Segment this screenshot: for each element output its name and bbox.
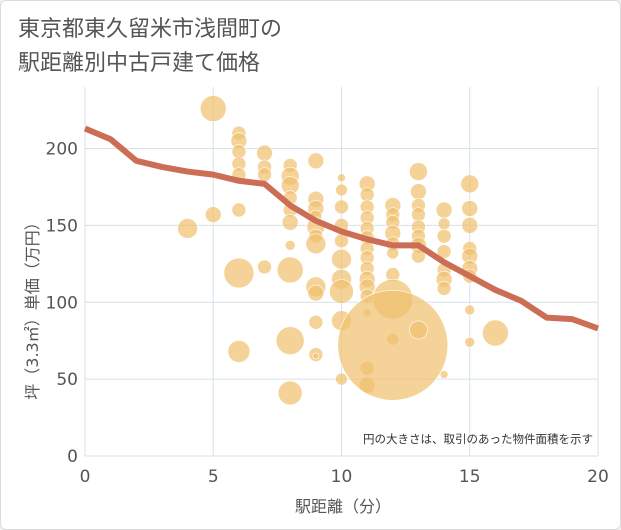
- x-tick-label-3: 15: [459, 467, 481, 487]
- bubble-22: [276, 256, 304, 284]
- bubble-5: [231, 144, 247, 159]
- bubble-87: [436, 281, 452, 296]
- bubble-84: [436, 244, 452, 259]
- bubble-31: [305, 233, 327, 255]
- bubble-34: [308, 314, 324, 330]
- bubble-90: [461, 200, 479, 217]
- chart-title-line-1: 東京都東久留米市浅間町の: [18, 17, 283, 42]
- bubble-96: [464, 304, 476, 316]
- chart-title: 東京都東久留米市浅間町の 駅距離別中古戸建て価格: [18, 13, 282, 81]
- bubble-0: [199, 95, 227, 122]
- x-tick-label-1: 5: [208, 467, 219, 487]
- y-tick-label-3: 150: [46, 216, 78, 236]
- size-annotation: 円の大きさは、取引のあった物件面積を示す: [363, 432, 593, 446]
- bubble-71: [337, 289, 449, 401]
- x-tick-label-2: 10: [331, 467, 353, 487]
- bubble-97: [464, 336, 476, 348]
- bubble-11: [256, 144, 273, 162]
- bubble-37: [337, 173, 346, 183]
- bubble-80: [409, 320, 428, 340]
- bubble-39: [334, 199, 349, 215]
- trend-line: [83, 125, 600, 332]
- y-tick-label-1: 50: [56, 370, 78, 390]
- bubble-13: [257, 167, 272, 182]
- bubble-98: [482, 319, 509, 347]
- bubble-10: [227, 340, 251, 363]
- y-axis-label: 坪（3.3㎡）単価（万円）: [23, 214, 42, 399]
- bubble-75: [411, 207, 426, 222]
- bubble-79: [411, 248, 426, 264]
- bubble-89: [460, 174, 480, 194]
- x-tick-label-0: 0: [80, 467, 91, 487]
- bubble-38: [335, 183, 348, 197]
- bubble-82: [437, 217, 451, 231]
- bubble-88: [439, 370, 449, 379]
- bubble-14: [257, 259, 272, 275]
- y-tick-label-4: 200: [46, 140, 78, 160]
- bubble-81: [435, 201, 453, 219]
- x-tick-label-4: 20: [587, 467, 609, 487]
- bubble-44: [329, 279, 354, 304]
- bubble-20: [281, 214, 299, 231]
- y-tick-label-0: 0: [67, 447, 78, 467]
- bubble-48: [359, 187, 375, 202]
- bubble-36: [312, 352, 320, 360]
- bubble-25: [307, 152, 325, 170]
- y-tick-label-2: 100: [46, 293, 78, 313]
- bubble-9: [223, 257, 255, 289]
- bubble-8: [231, 202, 247, 218]
- chart-title-line-2: 駅距離別中古戸建て価格: [18, 51, 261, 76]
- bubble-91: [461, 217, 479, 234]
- bubble-46: [335, 372, 348, 386]
- bubble-series: [177, 95, 509, 406]
- x-axis-label: 駅距離（分）: [295, 497, 391, 516]
- bubble-83: [436, 228, 452, 244]
- bubble-24: [277, 380, 303, 406]
- bubble-42: [331, 248, 352, 270]
- bubble-72: [409, 162, 428, 181]
- bubble-23: [275, 326, 305, 355]
- bubble-21: [284, 240, 296, 251]
- bubble-67: [386, 246, 400, 260]
- bubble-1: [177, 218, 198, 239]
- bubble-73: [410, 183, 427, 200]
- bubble-2: [204, 206, 222, 223]
- bubble-33: [307, 284, 325, 302]
